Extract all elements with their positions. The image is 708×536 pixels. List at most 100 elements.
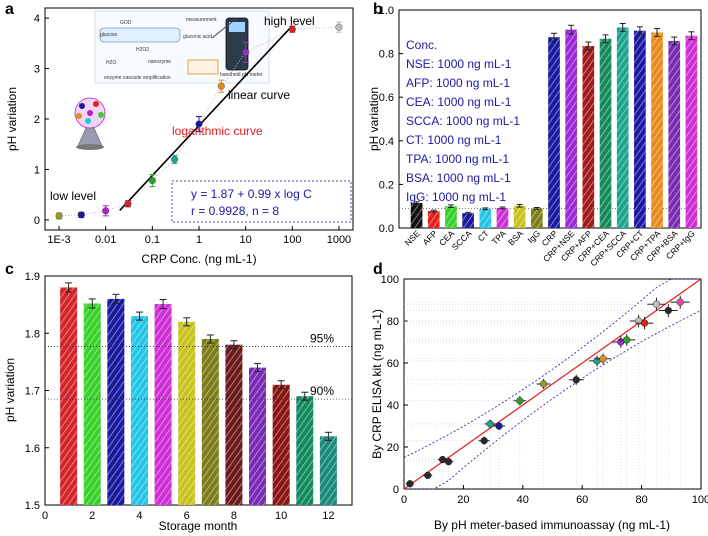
panel-d-lower-band: [404, 310, 702, 490]
panel-b-legend-item: IgG: 1000 ng mL-1: [406, 190, 506, 204]
panel-c-xtick-label: 4: [136, 510, 142, 522]
panel-a-xtick-label: 1E-3: [47, 234, 70, 246]
panel-a-ytick-label: 0: [34, 215, 40, 227]
panel-a-ticks: 1E-3 0.01 0.1 1 10 100 1000 0 1 2 3 4: [34, 13, 351, 246]
panel-b-category-label: IgG: [525, 228, 542, 245]
panel-b-bar-hatch-CRP+CT: [634, 30, 646, 229]
panel-b-bar-hatch-AFP: [427, 210, 440, 228]
panel-b-bar-hatch-CRP+AFP: [582, 45, 595, 228]
label-high-level: high level: [264, 14, 315, 28]
panel-d-xtick-label: 20: [457, 494, 469, 506]
panel-d-point-8: [539, 380, 548, 388]
panel-a-xtick-label: 0.1: [145, 234, 160, 246]
panel-b-bar-hatch-CRP+TPA: [651, 32, 663, 229]
panel-c-bar-hatch-month-4: [130, 316, 148, 505]
inset-label-h2o: H2O: [106, 60, 116, 66]
panel-c-xtick-label: 2: [89, 510, 95, 522]
panel-a-letter: a: [5, 1, 14, 18]
panel-b-bar-hatch-CRP+CEA: [599, 38, 612, 228]
panel-d-ytick-label: 20: [387, 442, 399, 454]
panel-c-bar-hatch-month-9: [249, 367, 267, 505]
panel-a-point-0: [55, 212, 63, 220]
panel-a-xtick-label: 1: [196, 234, 202, 246]
panel-a-xtick-label: 1000: [327, 234, 351, 246]
panel-d-point-13: [623, 336, 631, 344]
panel-d-ylabel: By CRP ELISA kit (ng mL-1): [370, 309, 384, 459]
panel-a-ytick-label: 1: [34, 164, 40, 176]
panel-c-xtick-label: 6: [184, 510, 190, 522]
inset-label-gluconic: gluconic acid: [183, 34, 212, 40]
panel-c-plot: 95% 90%: [45, 282, 352, 505]
panel-b-bar-hatch-BSA: [513, 205, 526, 228]
panel-d-point-7: [516, 397, 524, 405]
panel-b-ylabel: pH variation: [367, 87, 381, 151]
panel-b-category-label: TPA: [490, 228, 509, 247]
panel-c-ytick-label: 1.9: [25, 271, 40, 283]
inset-label-cascade: enzyme cascade amplification: [104, 75, 171, 81]
panel-a-xtick-label: 100: [283, 234, 301, 246]
label-low-level: low level: [50, 189, 96, 203]
panel-d-plot: [403, 278, 702, 490]
equation-line-2: r = 0.9928, n = 8: [191, 204, 279, 218]
panel-a: a 1E-3 0.01 0.1 1 10 100 1000 0 1 2 3 4 measurement…: [5, 1, 354, 266]
panel-b-bar-hatch-CEA: [445, 206, 457, 228]
panel-b-ytick-label: 0.4: [379, 136, 394, 148]
panel-a-xtick-label: 10: [240, 234, 252, 246]
panel-d-fit-line: [403, 278, 702, 490]
panel-b-legend-item: BSA: 1000 ng mL-1: [406, 171, 511, 185]
panel-c-xlabel: Storage month: [159, 519, 238, 533]
panel-d-xtick-label: 40: [517, 494, 529, 506]
panel-c-ytick-label: 1.6: [25, 443, 40, 455]
panel-a-point-10: [335, 23, 343, 31]
panel-b-legend-item: TPA: 1000 ng mL-1: [406, 152, 509, 166]
panel-b-bar-hatch-CRP+BSA: [668, 40, 681, 229]
inset-label-meter: handheld pH meter: [220, 72, 263, 78]
panel-a-point-4: [148, 177, 156, 185]
panel-d-ytick-label: 80: [387, 316, 399, 328]
panel-b-bar-hatch-CRP+IgG: [685, 35, 698, 228]
panel-d-ytick-label: 100: [381, 274, 399, 286]
panel-b-category-label: AFP: [420, 228, 439, 247]
panel-b-legend-title: Conc.: [406, 38, 437, 52]
panel-b-bar-hatch-IgG: [530, 208, 543, 228]
panel-c-xtick-label: 12: [322, 510, 334, 522]
panel-c-xtick-label: 10: [275, 510, 287, 522]
inset-label-h2o2: H2O2: [136, 47, 149, 53]
panel-d-xtick-label: 100: [692, 494, 708, 506]
label-linear-curve: linear curve: [228, 88, 290, 102]
panel-c-bar-hatch-month-10: [272, 384, 290, 505]
panel-d-point-18: [676, 298, 684, 306]
panel-a-ytick-label: 3: [34, 64, 40, 76]
panel-d-ytick-label: 60: [387, 358, 399, 370]
inset-label-measurement: measurement: [186, 17, 217, 23]
panel-b-legend-item: AFP: 1000 ng mL-1: [406, 76, 510, 90]
panel-a-point-8: [242, 48, 250, 56]
panel-d-point-5: [486, 420, 494, 428]
panel-b-ytick-label: 0.6: [379, 92, 394, 104]
panel-a-xlabel: CRP Conc. (ng mL-1): [141, 252, 256, 266]
panel-a-ylabel: pH variation: [5, 87, 19, 151]
panel-d-ytick-label: 40: [387, 400, 399, 412]
panel-b-legend-item: SCCA: 1000 ng mL-1: [406, 114, 520, 128]
panel-b-ytick-label: 0.0: [379, 223, 394, 235]
panel-b-legend-item: NSE: 1000 ng mL-1: [406, 57, 512, 71]
panel-b-category-label: NSE: [403, 228, 423, 248]
panel-a-point-3: [124, 200, 132, 208]
label-logarithmic-curve: logarithmic curve: [172, 124, 263, 138]
equation-box: [171, 180, 352, 223]
panel-b-ytick-label: 0.8: [379, 49, 394, 61]
panel-d-upper-band: [403, 278, 701, 458]
panel-a-point-1: [77, 211, 85, 219]
panel-d-ticks: 0 20 40 60 80 100 0 20 40 60 80 100: [381, 274, 708, 506]
panel-b-letter: b: [373, 1, 383, 18]
panel-d-xtick-label: 0: [401, 494, 407, 506]
panel-a-point-2: [102, 207, 110, 215]
panel-a-point-5: [171, 155, 179, 163]
panel-c-bar-hatch-month-5: [154, 304, 172, 505]
panel-c-ytick-label: 1.5: [25, 500, 40, 512]
inset-tube: [99, 27, 181, 43]
panel-c-bar-hatch-month-1: [60, 287, 78, 505]
